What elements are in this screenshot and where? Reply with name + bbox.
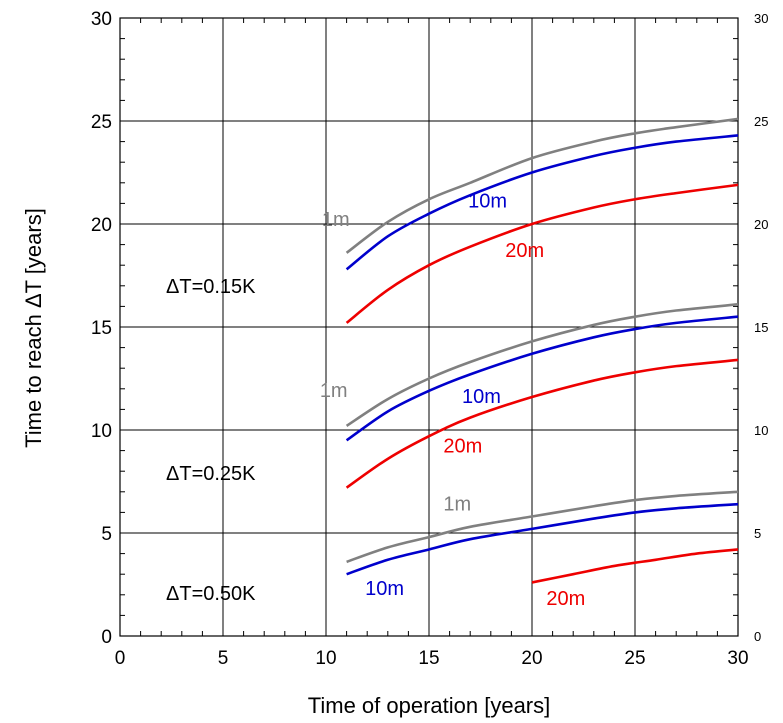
y-tick-label-left: 0 <box>101 627 112 648</box>
series-line-1m-group-2 <box>346 490 739 564</box>
group-label-0.50k: ΔT=0.50K <box>166 583 256 605</box>
y-tick-label-right: 30 <box>754 11 768 26</box>
x-tick-label: 5 <box>218 648 229 669</box>
y-tick-label-right: 5 <box>754 526 761 541</box>
series-line-20m-group-0 <box>345 183 739 324</box>
series-line-10m-group-2 <box>346 502 739 576</box>
series-label-10m-group-1: 10m <box>462 386 501 408</box>
x-tick-label: 0 <box>115 648 126 669</box>
series-line-20m-group-2 <box>531 548 739 584</box>
series-label-1m-group-0: 1m <box>322 209 350 231</box>
y-tick-label-left: 5 <box>101 524 112 545</box>
series-line-10m-group-0 <box>345 134 739 271</box>
y-tick-label-right: 0 <box>754 629 761 644</box>
x-axis-title: Time of operation [years] <box>308 693 551 718</box>
x-tick-label: 15 <box>418 648 439 669</box>
grid <box>120 18 738 636</box>
series-line-10m-group-1 <box>345 315 739 442</box>
y-tick-label-left: 15 <box>91 318 112 339</box>
series-label-1m-group-1: 1m <box>320 380 348 402</box>
series-lines <box>345 117 739 584</box>
plot-area-frame <box>119 17 739 637</box>
y-tick-label-left: 10 <box>91 421 112 442</box>
y-tick-label-right: 25 <box>754 114 768 129</box>
y-tick-label-left: 25 <box>91 112 112 133</box>
group-label-0.25k: ΔT=0.25K <box>166 463 256 485</box>
x-tick-label: 25 <box>624 648 645 669</box>
x-tick-label: 30 <box>727 648 748 669</box>
series-label-10m-group-0: 10m <box>468 191 507 213</box>
y-tick-label-right: 15 <box>754 320 768 335</box>
minor-ticks <box>119 17 739 637</box>
series-line-1m-group-1 <box>345 303 739 427</box>
series-labels: 1m 10m 20m 1m 10m 20m 1m 10m 20m <box>320 191 586 611</box>
series-line-20m-group-1 <box>345 358 739 489</box>
series-line-1m-group-0 <box>345 117 739 254</box>
series-label-1m-group-2: 1m <box>443 493 471 515</box>
y-tick-label-right: 20 <box>754 217 768 232</box>
y-tick-label-left: 20 <box>91 215 112 236</box>
x-tick-label: 10 <box>315 648 336 669</box>
y-tick-label-right: 10 <box>754 423 768 438</box>
series-label-20m-group-0: 20m <box>505 240 544 262</box>
y-tick-label-left: 30 <box>91 9 112 30</box>
group-label-0.15k: ΔT=0.15K <box>166 276 256 298</box>
x-tick-label: 20 <box>521 648 542 669</box>
series-label-20m-group-2: 20m <box>546 588 585 610</box>
y-axis-title: Time to reach ΔT [years] <box>21 208 46 448</box>
series-label-10m-group-2: 10m <box>365 578 404 600</box>
series-label-20m-group-1: 20m <box>443 436 482 458</box>
